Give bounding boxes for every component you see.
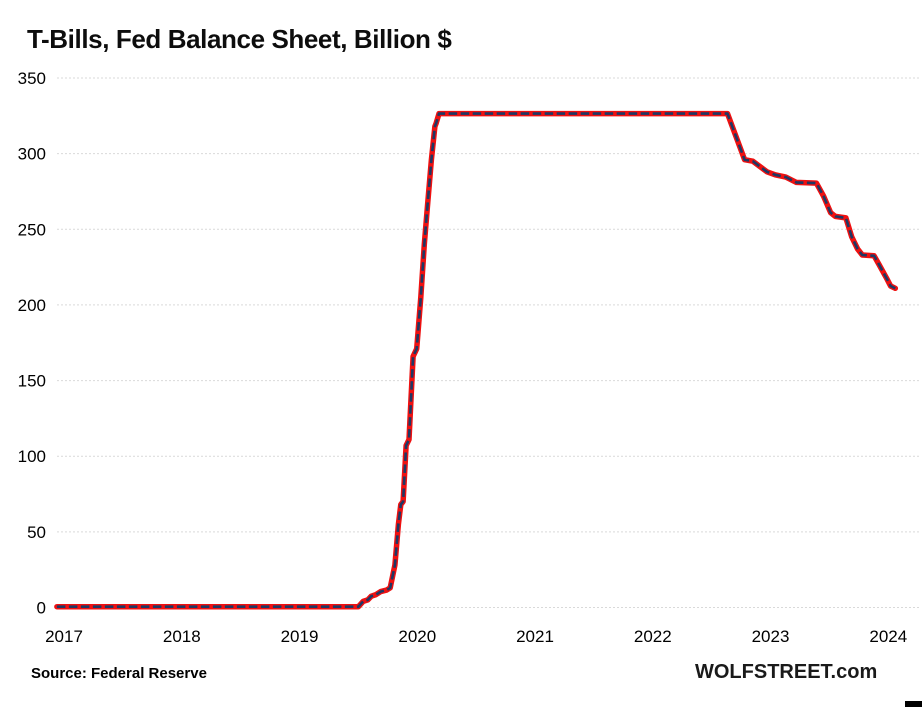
y-tick-label-250: 250 xyxy=(18,220,46,239)
x-tick-label-2018: 2018 xyxy=(163,627,201,646)
y-tick-label-150: 150 xyxy=(18,372,46,391)
series-navy-dashed-line xyxy=(56,112,896,608)
chart-title: T-Bills, Fed Balance Sheet, Billion $ xyxy=(27,24,452,54)
wolfstreet-logo-text: WOLFSTREET.com xyxy=(695,661,878,683)
x-tick-label-2024: 2024 xyxy=(869,627,907,646)
y-tick-label-100: 100 xyxy=(18,447,46,466)
x-tick-label-2017: 2017 xyxy=(45,627,83,646)
x-tick-label-2021: 2021 xyxy=(516,627,554,646)
series-red-line xyxy=(54,110,899,610)
y-tick-label-300: 300 xyxy=(18,145,46,164)
y-tick-label-50: 50 xyxy=(27,523,46,542)
y-tick-label-350: 350 xyxy=(18,69,46,88)
source-note: Source: Federal Reserve xyxy=(31,665,207,682)
x-tick-label-2022: 2022 xyxy=(634,627,672,646)
x-tick-label-2023: 2023 xyxy=(752,627,790,646)
x-tick-label-2019: 2019 xyxy=(281,627,319,646)
x-tick-label-2020: 2020 xyxy=(398,627,436,646)
y-tick-label-0: 0 xyxy=(37,599,46,618)
y-tick-label-200: 200 xyxy=(18,296,46,315)
bottom-right-marker xyxy=(905,701,922,707)
